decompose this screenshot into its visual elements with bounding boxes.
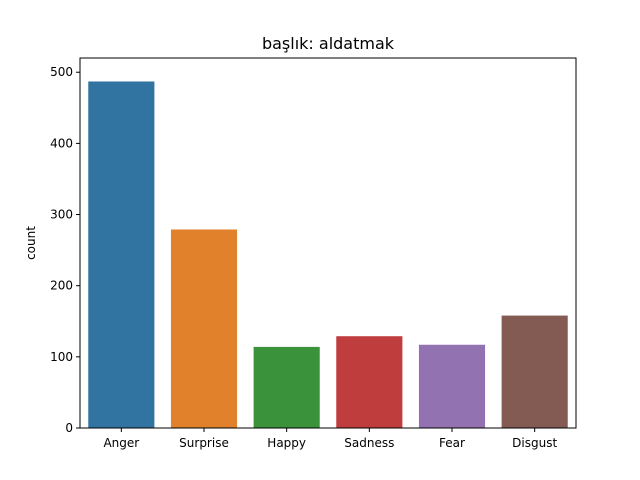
- y-tick-label: 400: [50, 136, 73, 150]
- bar-anger: [88, 81, 155, 428]
- chart-title: başlık: aldatmak: [262, 34, 395, 53]
- x-tick-label: Fear: [439, 436, 465, 450]
- bar-sadness: [336, 336, 403, 428]
- y-tick-label: 200: [50, 279, 73, 293]
- x-tick-label: Anger: [103, 436, 139, 450]
- y-tick-label: 100: [50, 350, 73, 364]
- x-tick-label: Sadness: [344, 436, 394, 450]
- y-axis: 0 100 200 300 400 500: [50, 65, 80, 435]
- x-tick-label: Disgust: [512, 436, 557, 450]
- bar-surprise: [170, 229, 238, 428]
- x-axis: Anger Surprise Happy Sadness Fear Disgust: [103, 428, 557, 450]
- bar-happy: [253, 346, 320, 428]
- bar-fear: [418, 344, 486, 428]
- bar-disgust: [501, 315, 568, 428]
- x-tick-label: Happy: [267, 436, 306, 450]
- y-tick-label: 500: [50, 65, 73, 79]
- y-tick-label: 0: [65, 421, 73, 435]
- plot-frame: [79, 57, 577, 429]
- y-tick-label: 300: [50, 208, 73, 222]
- y-axis-label: count: [24, 226, 38, 260]
- x-tick-label: Surprise: [179, 436, 229, 450]
- bars-group: [88, 81, 568, 428]
